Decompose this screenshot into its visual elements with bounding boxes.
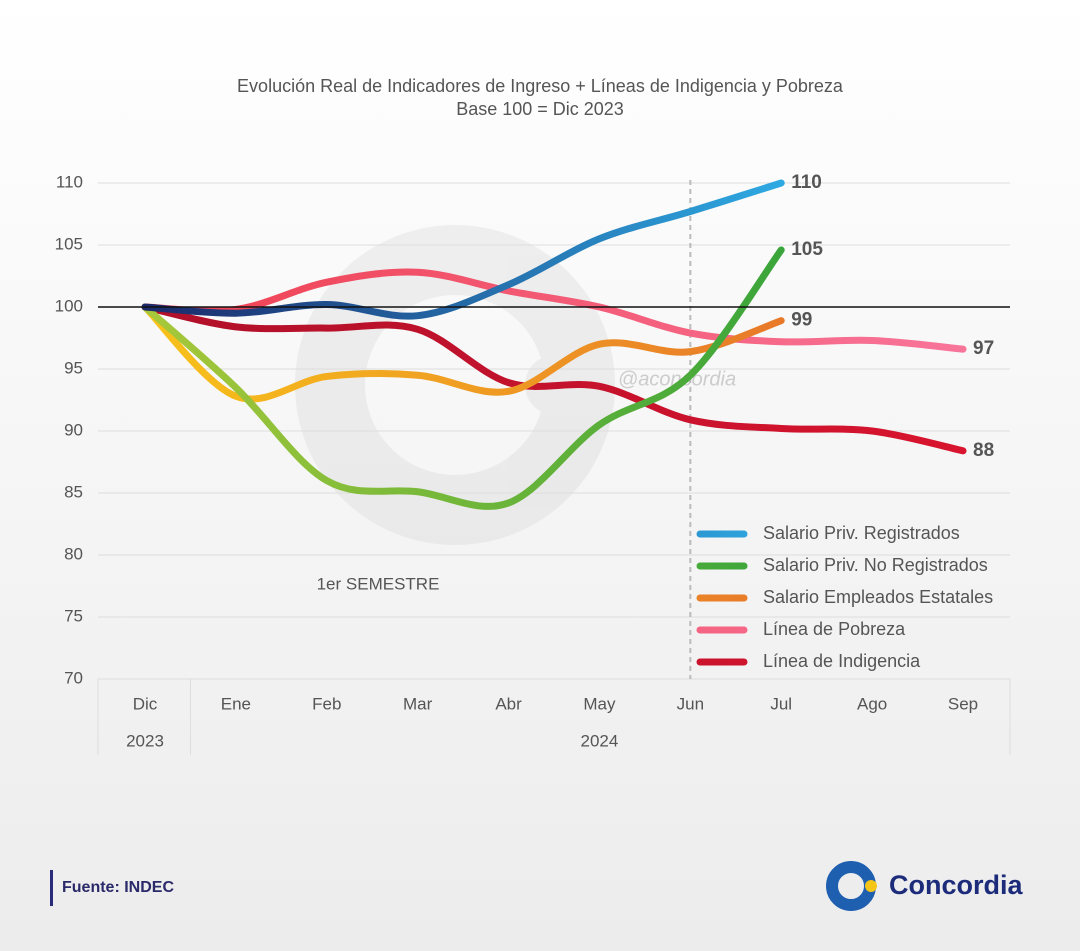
x-tick-label: Ago [857, 694, 887, 713]
logo-icon [826, 861, 877, 911]
x-tick-label: Ene [221, 694, 251, 713]
source-bar [50, 870, 53, 906]
legend-label: Salario Empleados Estatales [763, 587, 993, 607]
y-tick-label: 110 [56, 172, 83, 191]
x-tick-label: May [583, 694, 616, 713]
data-label: 99 [791, 310, 812, 331]
y-tick-label: 90 [64, 420, 83, 439]
x-group-label: 2023 [126, 731, 164, 750]
series-line [141, 303, 785, 403]
x-tick-label: Mar [403, 694, 433, 713]
legend-label: Salario Priv. Registrados [763, 523, 960, 543]
chart-subtitle: Base 100 = Dic 2023 [456, 99, 624, 119]
series-line [141, 179, 785, 320]
x-tick-label: Sep [948, 694, 978, 713]
legend-label: Línea de Pobreza [763, 619, 906, 639]
data-label: 97 [973, 338, 994, 359]
series-line [141, 246, 785, 510]
x-tick-label: Jun [677, 694, 704, 713]
chart-title: Evolución Real de Indicadores de Ingreso… [237, 76, 844, 96]
legend-label: Salario Priv. No Registrados [763, 555, 988, 575]
data-label: 105 [791, 239, 823, 260]
legend-label: Línea de Indigencia [763, 651, 921, 671]
series-line [141, 303, 967, 455]
y-tick-label: 95 [64, 358, 83, 377]
y-tick-label: 70 [64, 668, 83, 687]
series-line [141, 268, 967, 353]
y-tick-label: 80 [64, 544, 83, 563]
x-tick-label: Abr [495, 694, 522, 713]
y-tick-label: 85 [64, 482, 83, 501]
x-group-label: 2024 [581, 731, 619, 750]
x-tick-label: Feb [312, 694, 341, 713]
x-tick-label: Jul [770, 694, 792, 713]
watermark: @aconcordia [618, 368, 736, 390]
logo-text: Concordia [889, 870, 1023, 900]
y-tick-label: 100 [55, 296, 83, 315]
source: Fuente: INDEC [62, 879, 174, 896]
y-tick-label: 75 [64, 606, 83, 625]
x-tick-label: Dic [133, 694, 158, 713]
y-tick-label: 105 [55, 234, 83, 253]
annotation: 1er SEMESTRE [317, 574, 440, 593]
data-label: 110 [791, 172, 822, 193]
data-label: 88 [973, 440, 994, 461]
